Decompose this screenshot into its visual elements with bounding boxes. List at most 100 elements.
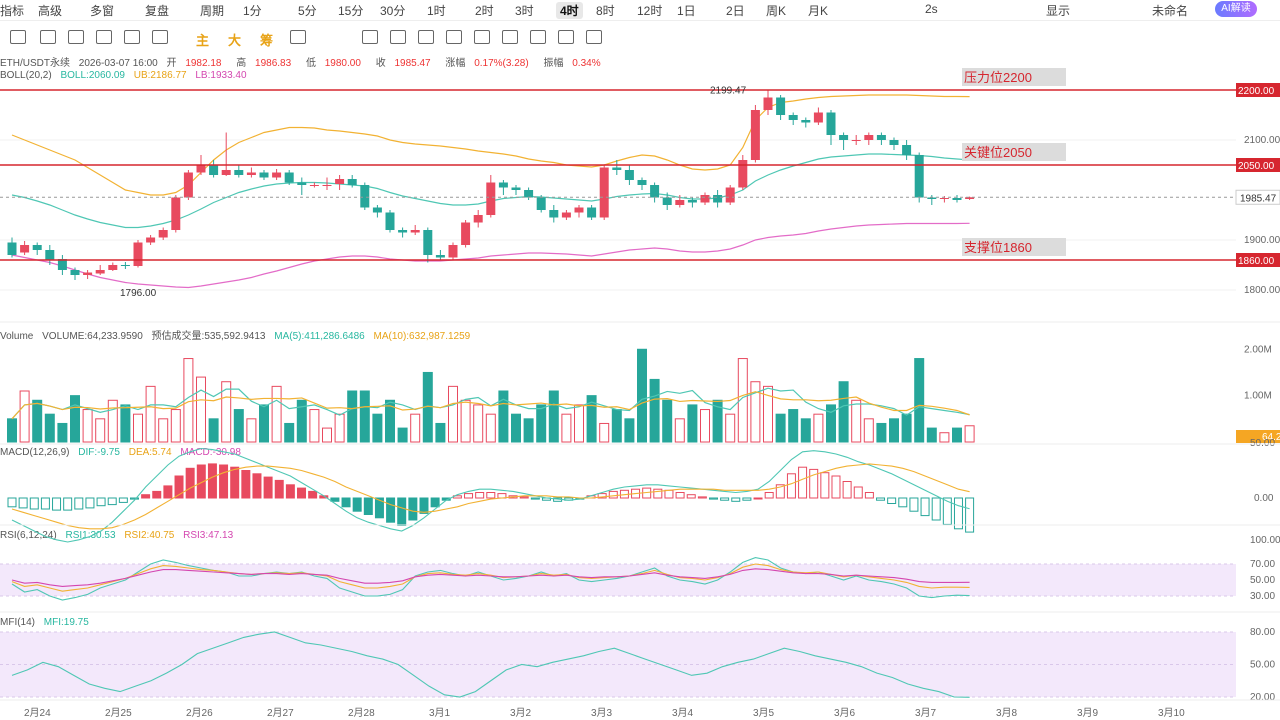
- toolbar-item-2[interactable]: 多窗: [90, 4, 115, 18]
- toolbar-item-10[interactable]: 2时: [475, 4, 494, 18]
- candle-body: [612, 167, 622, 170]
- draw-tool-icon-12[interactable]: [502, 30, 518, 44]
- toolbar-item-17[interactable]: 周K: [766, 4, 787, 18]
- volume-bar: [133, 413, 143, 443]
- candle-body: [876, 135, 886, 140]
- mfi-info: MFI(14) MFI:19.75: [0, 617, 95, 628]
- volume-bar: [649, 378, 660, 443]
- x-axis-label: 3月2: [510, 707, 532, 719]
- macd-bar: [942, 497, 952, 525]
- macd-bar: [653, 488, 663, 499]
- toolbar-item-3[interactable]: 复盘: [145, 4, 170, 18]
- toolbar-item-12[interactable]: 4时: [556, 2, 583, 19]
- draw-tool-icon-7[interactable]: [362, 30, 378, 44]
- x-axis-label: 3月3: [591, 707, 613, 719]
- candle-body: [221, 170, 231, 175]
- volume-bar: [536, 404, 547, 443]
- draw-tool-label-0[interactable]: 主: [196, 33, 210, 48]
- rsi-tick-label: 50.00: [1250, 575, 1275, 586]
- drawing-toolbar: 主大筹: [0, 26, 640, 50]
- draw-tool-icon-5[interactable]: [152, 30, 168, 44]
- candle-body: [297, 182, 307, 185]
- volume-bar: [851, 399, 862, 443]
- draw-tool-icon-3[interactable]: [96, 30, 112, 44]
- x-axis-label: 3月8: [996, 707, 1018, 719]
- macd-bar: [7, 497, 17, 508]
- volume-bar: [914, 358, 925, 443]
- candle-body: [536, 197, 546, 210]
- toolbar-item-1[interactable]: 高级: [38, 4, 63, 18]
- candle-body: [700, 195, 710, 203]
- symbol-label: ETH/USDT永续: [0, 58, 70, 69]
- draw-tool-icon-8[interactable]: [390, 30, 406, 44]
- candle-body: [574, 207, 584, 213]
- mfi-name: MFI(14): [0, 617, 35, 628]
- macd-bar: [230, 466, 240, 499]
- toolbar-item-4[interactable]: 周期: [200, 4, 225, 18]
- toolbar-item-5[interactable]: 1分: [243, 4, 262, 18]
- ai-button[interactable]: AI解读: [1215, 1, 1257, 17]
- price-tick-label: 1800.00: [1244, 285, 1280, 296]
- toolbar-item-16[interactable]: 2日: [726, 4, 745, 18]
- toolbar-right-item-2[interactable]: 未命名: [1152, 4, 1189, 18]
- draw-tool-icon-15[interactable]: [586, 30, 602, 44]
- macd-bar: [742, 497, 752, 501]
- level-label: 关键位2050: [964, 145, 1032, 160]
- draw-tool-icon-2[interactable]: [68, 30, 84, 44]
- x-axis-label: 3月6: [834, 707, 856, 719]
- volume-bar: [750, 381, 761, 443]
- toolbar-item-18[interactable]: 月K: [808, 4, 829, 18]
- toolbar-item-14[interactable]: 12时: [637, 4, 663, 18]
- volume-bar: [158, 418, 169, 443]
- macd-bar: [430, 497, 440, 508]
- draw-tool-icon-10[interactable]: [446, 30, 462, 44]
- draw-tool-icon-14[interactable]: [558, 30, 574, 44]
- volume-bar: [511, 413, 521, 443]
- draw-tool-icon-1[interactable]: [40, 30, 56, 44]
- draw-tool-icon-13[interactable]: [530, 30, 546, 44]
- volume-tick-label: 2.00M: [1244, 344, 1272, 355]
- draw-tool-icon-9[interactable]: [418, 30, 434, 44]
- low-label: 低: [305, 58, 316, 69]
- toolbar-item-6[interactable]: 5分: [298, 4, 317, 18]
- macd-bar: [40, 497, 50, 510]
- x-axis-label: 3月5: [753, 707, 775, 719]
- candle-body: [108, 265, 118, 270]
- header-info: ETH/USDT永续 2026-03-07 16:00 开 1982.18 高 …: [0, 54, 613, 69]
- amp-label: 振幅: [543, 58, 564, 69]
- candle-body: [83, 272, 93, 275]
- draw-tool-icon-11[interactable]: [474, 30, 490, 44]
- macd-bar: [118, 497, 128, 503]
- candle-body: [57, 259, 67, 270]
- rsi1-value: RSI1:30.53: [65, 530, 116, 541]
- toolbar-item-15[interactable]: 1日: [677, 4, 696, 18]
- draw-tool-label-1[interactable]: 大: [228, 33, 242, 48]
- draw-tool-icon-4[interactable]: [124, 30, 140, 44]
- macd-bar: [74, 497, 84, 510]
- toolbar-item-11[interactable]: 3时: [515, 4, 534, 18]
- toolbar-item-13[interactable]: 8时: [596, 4, 615, 18]
- boll-ub-line: [11, 94, 970, 196]
- candle-body: [561, 212, 571, 218]
- x-axis-label: 3月4: [672, 707, 694, 719]
- macd-bar: [708, 497, 718, 500]
- draw-tool-label-2[interactable]: 筹: [260, 33, 274, 48]
- macd-bar: [263, 476, 273, 499]
- toolbar-item-7[interactable]: 15分: [338, 4, 364, 18]
- toolbar-item-0[interactable]: 指标: [0, 4, 25, 18]
- volume-bar: [889, 418, 899, 443]
- macd-bar: [887, 497, 897, 504]
- volume-bar: [838, 381, 849, 443]
- macd-bar: [363, 497, 373, 515]
- volume-bar: [32, 399, 43, 443]
- toolbar-item-8[interactable]: 30分: [380, 4, 406, 18]
- candle-body: [171, 197, 181, 230]
- toolbar-item-9[interactable]: 1时: [427, 4, 446, 18]
- volume-bar: [826, 404, 836, 443]
- draw-tool-icon-6[interactable]: [290, 30, 306, 44]
- draw-tool-icon-0[interactable]: [10, 30, 26, 44]
- toolbar-right-item-0[interactable]: 2s: [925, 2, 938, 16]
- candle-body: [309, 185, 319, 186]
- toolbar-right-item-1[interactable]: 显示: [1046, 4, 1071, 18]
